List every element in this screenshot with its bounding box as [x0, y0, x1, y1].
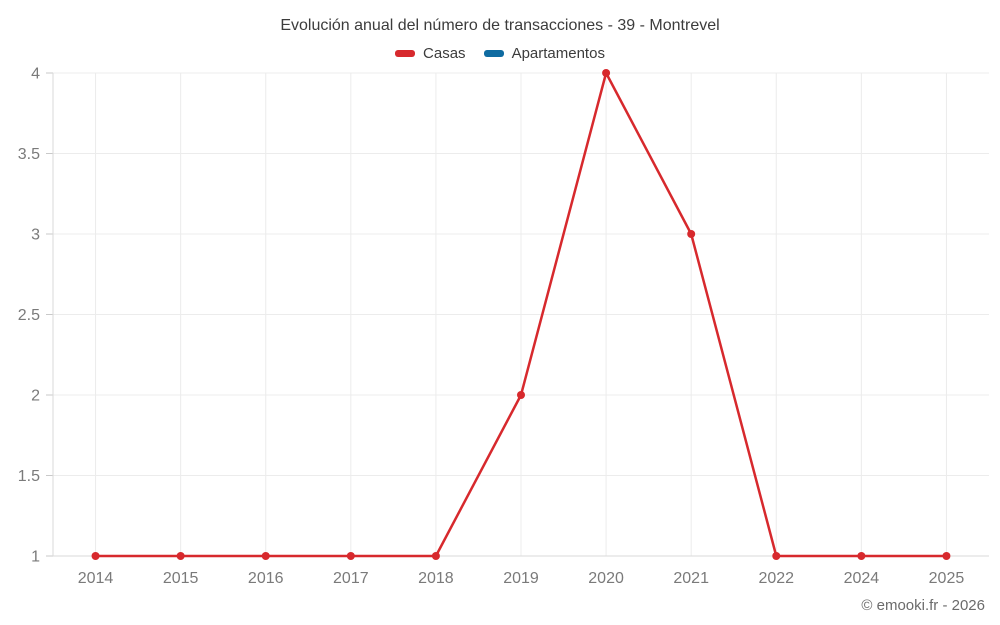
data-point[interactable]: [431, 552, 440, 560]
y-axis-label: 1.5: [18, 468, 40, 485]
legend-item-apartamentos[interactable]: Apartamentos: [483, 45, 605, 62]
x-axis-label: 2020: [588, 570, 624, 587]
y-axis-label: 3: [31, 227, 40, 244]
x-axis-label: 2014: [78, 570, 114, 587]
data-point[interactable]: [91, 552, 100, 560]
legend-label-casas: Casas: [423, 45, 466, 62]
y-axis-label: 2: [31, 388, 40, 405]
data-point[interactable]: [942, 552, 951, 560]
copyright-credit: © emooki.fr - 2026: [861, 597, 985, 614]
data-point[interactable]: [857, 552, 866, 560]
x-axis-label: 2019: [503, 570, 539, 587]
data-point[interactable]: [602, 69, 611, 77]
x-axis-label: 2024: [844, 570, 880, 587]
x-axis-label: 2021: [673, 570, 709, 587]
data-point[interactable]: [772, 552, 781, 560]
chart-title: Evolución anual del número de transaccio…: [280, 17, 720, 34]
x-axis-label: 2022: [758, 570, 794, 587]
legend-label-apartamentos: Apartamentos: [511, 45, 605, 62]
x-axis-label: 2018: [418, 570, 454, 587]
data-point[interactable]: [176, 552, 185, 560]
x-axis-label: 2016: [248, 570, 284, 587]
y-axis-label: 1: [31, 549, 40, 566]
legend-swatch-casas-icon: [395, 50, 416, 57]
x-axis-label: 2015: [163, 570, 199, 587]
legend-item-casas[interactable]: Casas: [395, 45, 466, 62]
legend: Casas Apartamentos: [0, 45, 1000, 62]
data-point[interactable]: [517, 391, 525, 399]
data-point[interactable]: [261, 552, 270, 560]
y-axis-label: 3.5: [18, 146, 40, 163]
y-axis-label: 2.5: [18, 307, 40, 324]
x-axis-label: 2017: [333, 570, 369, 587]
data-point[interactable]: [346, 552, 355, 560]
y-axis-label: 4: [31, 66, 40, 83]
legend-swatch-apartamentos-icon: [483, 50, 504, 57]
x-axis-label: 2025: [929, 570, 965, 587]
data-point[interactable]: [687, 230, 696, 238]
